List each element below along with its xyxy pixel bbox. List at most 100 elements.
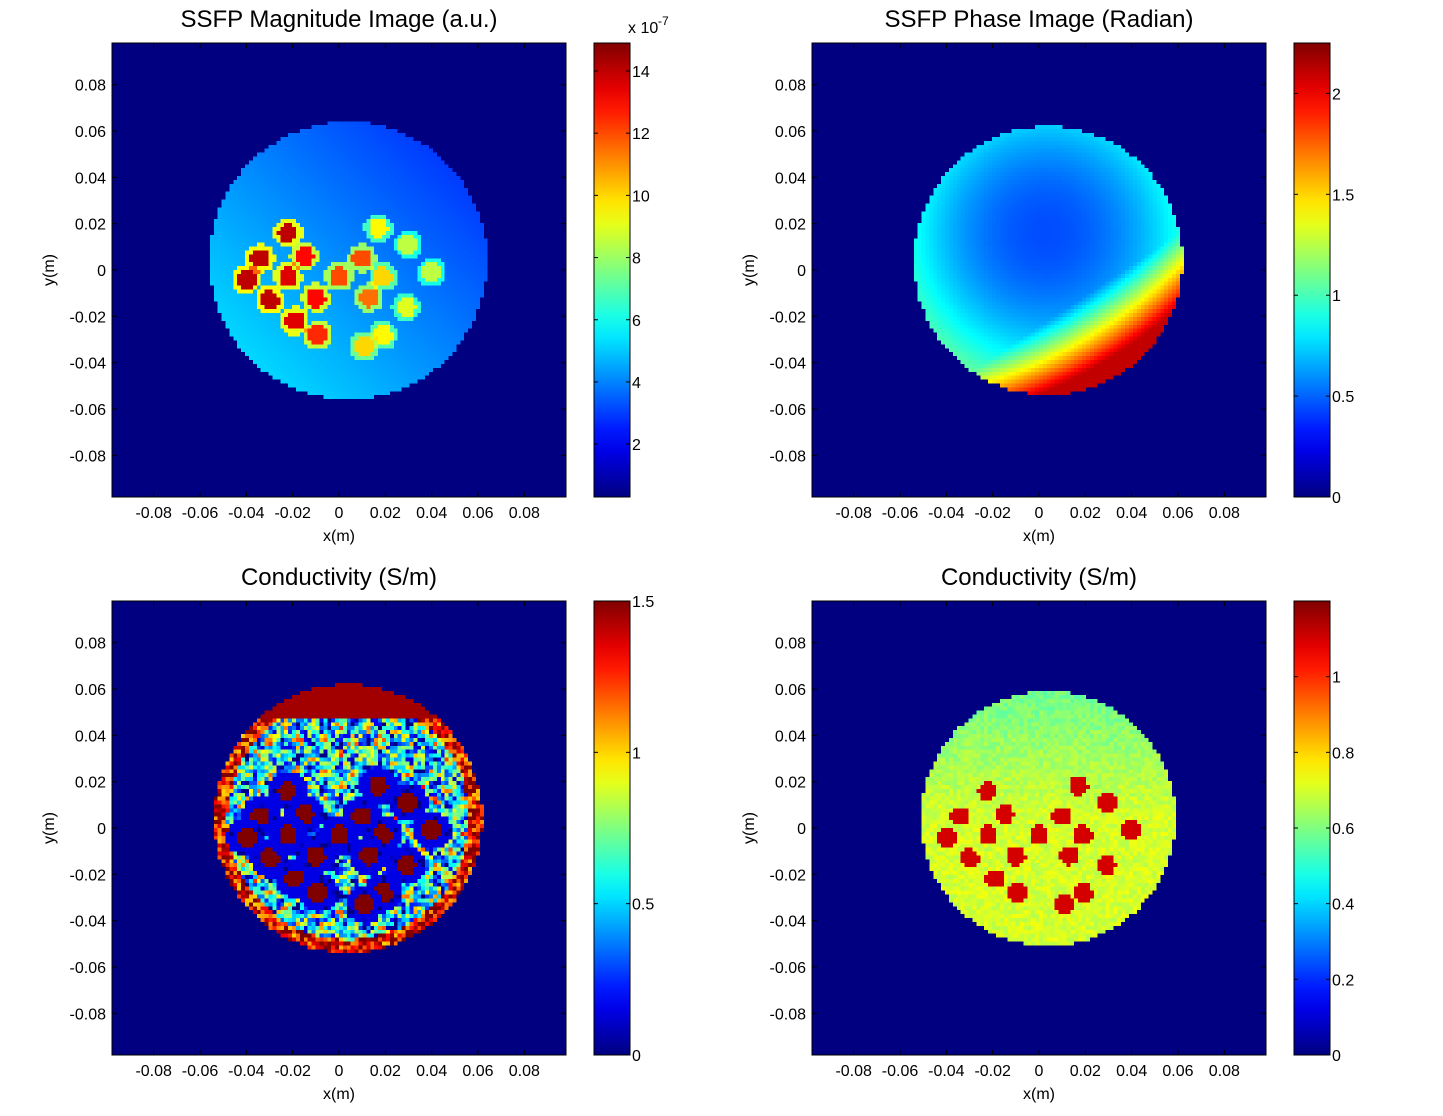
x-axis-label: x(m) bbox=[323, 528, 355, 545]
heatmap-image bbox=[812, 601, 1266, 1055]
x-tick-label: -0.04 bbox=[928, 505, 965, 522]
heatmap-image bbox=[112, 43, 566, 497]
x-tick-label: -0.02 bbox=[974, 505, 1011, 522]
y-tick-label: -0.04 bbox=[70, 356, 107, 373]
y-tick-label: 0.02 bbox=[75, 775, 106, 792]
x-tick-label: 0.08 bbox=[509, 1063, 540, 1080]
y-tick-label: 0 bbox=[97, 263, 106, 280]
colorbar-tick-label: 1.5 bbox=[632, 594, 654, 611]
y-tick-label: -0.08 bbox=[770, 448, 807, 465]
y-tick-label: -0.02 bbox=[70, 867, 107, 884]
y-tick-label: 0.02 bbox=[775, 775, 806, 792]
x-tick-label: 0.04 bbox=[416, 1063, 447, 1080]
chart-title: SSFP Phase Image (Radian) bbox=[884, 6, 1193, 33]
colorbar-tick-label: 2 bbox=[1332, 86, 1341, 103]
colorbar-tick-label: 4 bbox=[632, 375, 641, 392]
colorbar-tick-label: 10 bbox=[632, 188, 650, 205]
x-axis-label: x(m) bbox=[323, 1086, 355, 1103]
colorbar-tick-label: 0.8 bbox=[1332, 745, 1354, 762]
colorbar-tick-label: 8 bbox=[632, 251, 641, 268]
y-tick-label: 0.04 bbox=[75, 170, 106, 187]
colorbar-gradient bbox=[593, 42, 631, 498]
x-tick-label: -0.04 bbox=[228, 1063, 265, 1080]
x-tick-label: -0.04 bbox=[228, 505, 265, 522]
x-tick-label: -0.08 bbox=[135, 1063, 172, 1080]
x-axis-label: x(m) bbox=[1023, 528, 1055, 545]
colorbar-gradient bbox=[1293, 42, 1331, 498]
y-tick-label: -0.02 bbox=[70, 309, 107, 326]
colorbar-tick-label: 0 bbox=[1332, 1048, 1341, 1065]
colorbar-tick-label: 0.6 bbox=[1332, 821, 1354, 838]
y-axis-label: y(m) bbox=[741, 254, 758, 286]
colorbar: 0 0.5 1 1.5 bbox=[593, 594, 654, 1065]
chart-title: Conductivity (S/m) bbox=[241, 564, 437, 591]
y-tick-label: -0.04 bbox=[70, 914, 107, 931]
chart-panel-2: SSFP Phase Image (Radian) -0.08 -0.06 -0.04… bbox=[741, 6, 1354, 545]
y-tick-label: -0.04 bbox=[770, 914, 807, 931]
colorbar-tick-label: 0.5 bbox=[632, 897, 654, 914]
y-tick-label: 0.02 bbox=[75, 217, 106, 234]
x-tick-label: -0.06 bbox=[182, 505, 219, 522]
y-axis-label: y(m) bbox=[741, 812, 758, 844]
y-tick-label: 0 bbox=[797, 263, 806, 280]
y-tick-label: -0.06 bbox=[770, 960, 807, 977]
y-tick-label: -0.04 bbox=[770, 356, 807, 373]
chart-panel-4: Conductivity (S/m)-0.08 -0.06 -0.04 -0.02 0 0… bbox=[741, 564, 1354, 1103]
x-tick-label: 0 bbox=[335, 1063, 344, 1080]
y-tick-label: 0.04 bbox=[775, 170, 806, 187]
y-tick-label: 0.04 bbox=[775, 728, 806, 745]
chart-panel-1: SSFP Magnitude Image (a.u.) -0.08 -0.06 -0.… bbox=[41, 6, 669, 545]
x-tick-label: 0.06 bbox=[1162, 1063, 1193, 1080]
x-tick-label: -0.08 bbox=[135, 505, 172, 522]
y-tick-label: 0.08 bbox=[775, 636, 806, 653]
colorbar: 2 4 6 8 10 12 14 x 10 -7 bbox=[593, 14, 669, 498]
colorbar-tick-label: 1 bbox=[1332, 670, 1341, 687]
chart-title: SSFP Magnitude Image (a.u.) bbox=[180, 6, 497, 33]
x-tick-label: -0.08 bbox=[835, 1063, 872, 1080]
x-tick-label: 0 bbox=[1035, 1063, 1044, 1080]
colorbar-tick-label: 0.2 bbox=[1332, 972, 1354, 989]
y-tick-label: -0.02 bbox=[770, 309, 807, 326]
y-tick-label: 0 bbox=[797, 821, 806, 838]
colorbar-tick-label: 0.4 bbox=[1332, 897, 1354, 914]
chart-title: Conductivity (S/m) bbox=[941, 564, 1137, 591]
x-tick-label: 0.06 bbox=[1162, 505, 1193, 522]
y-tick-label: -0.08 bbox=[70, 448, 107, 465]
y-tick-label: -0.08 bbox=[770, 1006, 807, 1023]
y-axis-label: y(m) bbox=[41, 812, 58, 844]
colorbar-tick-label: 1.5 bbox=[1332, 187, 1354, 204]
x-tick-label: 0.04 bbox=[1116, 505, 1147, 522]
x-tick-label: 0.02 bbox=[1070, 505, 1101, 522]
colorbar-tick-label: 0 bbox=[632, 1048, 641, 1065]
x-tick-label: 0.02 bbox=[1070, 1063, 1101, 1080]
y-tick-label: -0.06 bbox=[770, 402, 807, 419]
y-tick-label: 0.04 bbox=[75, 728, 106, 745]
colorbar-gradient bbox=[1293, 600, 1331, 1056]
heatmap-image bbox=[112, 601, 566, 1055]
x-tick-label: 0.08 bbox=[1209, 505, 1240, 522]
y-tick-label: -0.06 bbox=[70, 402, 107, 419]
x-tick-label: 0.02 bbox=[370, 1063, 401, 1080]
colorbar-tick-label: 0 bbox=[1332, 490, 1341, 507]
y-tick-label: 0.06 bbox=[75, 682, 106, 699]
colorbar-gradient bbox=[593, 600, 631, 1056]
y-tick-label: 0.08 bbox=[775, 78, 806, 95]
x-tick-label: 0.08 bbox=[509, 505, 540, 522]
y-tick-label: 0.08 bbox=[75, 636, 106, 653]
colorbar-exponent-label: x 10 bbox=[628, 20, 658, 37]
x-tick-label: 0.04 bbox=[1116, 1063, 1147, 1080]
colorbar-tick-label: 6 bbox=[632, 313, 641, 330]
y-tick-label: 0 bbox=[97, 821, 106, 838]
x-tick-label: -0.02 bbox=[274, 505, 311, 522]
colorbar-tick-label: 1 bbox=[632, 745, 641, 762]
colorbar-tick-label: 1 bbox=[1332, 288, 1341, 305]
colorbar: 0 0.5 1 1.5 2 bbox=[1293, 42, 1354, 507]
colorbar: 0 0.2 0.4 0.6 0.8 1 bbox=[1293, 600, 1354, 1065]
x-tick-label: -0.08 bbox=[835, 505, 872, 522]
x-axis-label: x(m) bbox=[1023, 1086, 1055, 1103]
x-tick-label: 0.08 bbox=[1209, 1063, 1240, 1080]
y-axis-label: y(m) bbox=[41, 254, 58, 286]
colorbar-tick-label: 14 bbox=[632, 64, 650, 81]
x-tick-label: 0.02 bbox=[370, 505, 401, 522]
